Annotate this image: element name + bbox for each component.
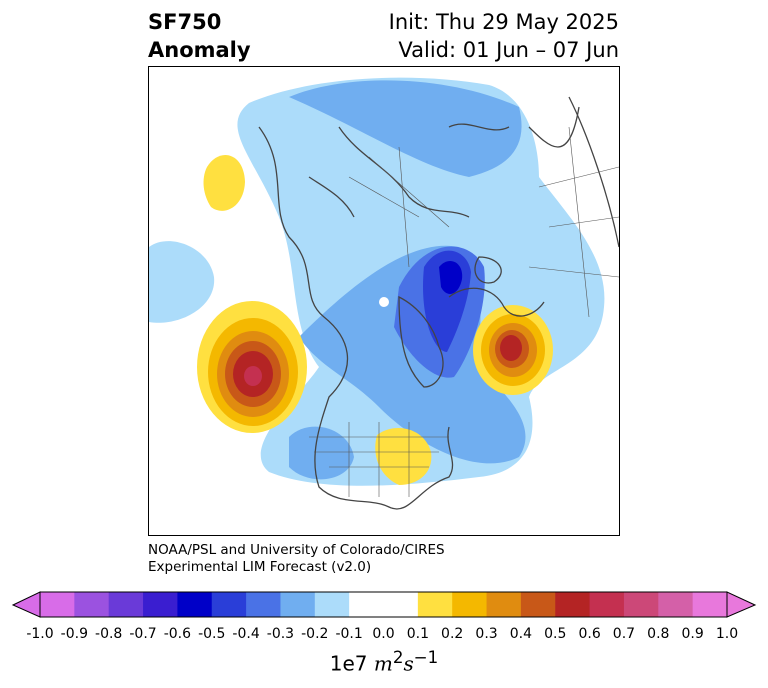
colorbar-box — [623, 592, 659, 617]
units-exp1: 2 — [392, 648, 404, 667]
colorbar-tick-label: 0.5 — [544, 626, 567, 642]
colorbar-box — [589, 592, 625, 617]
anomaly-region-eu-red — [500, 335, 522, 361]
colorbar-tick-label: -0.6 — [163, 626, 192, 642]
anomaly-region-yellow-np — [203, 155, 245, 211]
colorbar-ticks: -1.0 -0.9 -0.8 -0.7 -0.6 -0.5 -0.4 -0.3 -0.2 -0.1… — [0, 626, 768, 646]
country-borders — [309, 126, 619, 497]
colorbar-tick-label: -0.4 — [232, 626, 260, 642]
colorbar-tick-label: 0.9 — [681, 626, 704, 642]
colorbar-tick-label: -1.0 — [26, 626, 54, 642]
colorbar-tick-label: 0.0 — [372, 626, 395, 642]
colorbar-box — [349, 592, 384, 617]
colorbar-tick-label: 0.4 — [509, 626, 533, 642]
credits: NOAA/PSL and University of Colorado/CIRE… — [148, 542, 445, 576]
anomaly-region-us-yellow — [375, 428, 432, 485]
units-prefix: 1e7 — [329, 651, 368, 676]
colorbar-outline — [39, 591, 728, 618]
colorbar-box — [520, 592, 556, 617]
colorbar-box — [108, 592, 144, 617]
colorbar-boxes — [40, 592, 728, 617]
anomaly-region-deep-blue — [439, 260, 463, 294]
colorbar-tick-label: 0.7 — [612, 626, 636, 642]
colorbar-box — [658, 592, 694, 617]
anomaly-region-medium-blue — [289, 80, 522, 177]
anomaly-region-high-rose — [244, 366, 262, 386]
colorbar-tick-label: 0.6 — [578, 626, 601, 642]
colorbar-units: 1e7 m2s−1 — [0, 648, 768, 676]
credits-line1: NOAA/PSL and University of Colorado/CIRE… — [148, 542, 445, 558]
colorbar-box — [314, 592, 350, 617]
colorbar-tick-label: -0.3 — [266, 626, 295, 642]
map-title: SF750 Anomaly — [148, 8, 251, 64]
colorbar — [11, 591, 757, 618]
init-date: Init: Thu 29 May 2025 — [388, 10, 619, 34]
colorbar-box — [383, 592, 419, 617]
colorbar-box — [143, 592, 178, 617]
colorbar-tick-label: 1.0 — [715, 626, 739, 642]
colorbar-tick-label: -0.9 — [60, 626, 89, 642]
colorbar-box — [692, 592, 728, 617]
valid-range: Valid: 01 Jun – 07 Jun — [398, 38, 619, 62]
anomaly-region-medium-blue-sw — [289, 426, 354, 480]
colorbar-box — [555, 592, 591, 617]
colorbar-tick-label: -0.7 — [129, 626, 157, 642]
colorbar-tick-label: -0.8 — [95, 626, 123, 642]
colorbar-tick-label: 0.2 — [441, 626, 464, 642]
colorbar-tick-label: -0.2 — [301, 626, 329, 642]
colorbar-tick-label: 0.1 — [406, 626, 429, 642]
colorbar-tick-label: 0.8 — [647, 626, 670, 642]
credits-line2: Experimental LIM Forecast (v2.0) — [148, 559, 372, 575]
coastlines — [258, 96, 619, 510]
units-m: m — [373, 651, 393, 676]
anomaly-map — [148, 66, 620, 536]
colorbar-box — [417, 592, 453, 617]
colorbar-box — [486, 592, 522, 617]
units-s: s — [403, 651, 414, 676]
colorbar-box — [177, 592, 213, 617]
colorbar-box — [280, 592, 316, 617]
title-variable: SF750 — [148, 10, 222, 34]
forecast-dates: Init: Thu 29 May 2025 Valid: 01 Jun – 07… — [389, 8, 619, 64]
colorbar-box — [452, 592, 488, 617]
units-exp2: −1 — [413, 648, 439, 667]
colorbar-box — [246, 592, 281, 617]
colorbar-box — [211, 592, 247, 617]
colorbar-tick-label: -0.5 — [198, 626, 226, 642]
colorbar-box — [40, 592, 75, 617]
colorbar-right-arrow — [726, 591, 757, 618]
map-svg — [149, 77, 619, 510]
colorbar-left-arrow — [11, 591, 41, 618]
colorbar-tick-label: 0.3 — [475, 626, 498, 642]
pole-marker — [379, 297, 389, 307]
colorbar-box — [74, 592, 110, 617]
colorbar-tick-label: -0.1 — [335, 626, 363, 642]
anomaly-region-light-blue-west — [149, 241, 215, 323]
title-type: Anomaly — [148, 38, 251, 62]
